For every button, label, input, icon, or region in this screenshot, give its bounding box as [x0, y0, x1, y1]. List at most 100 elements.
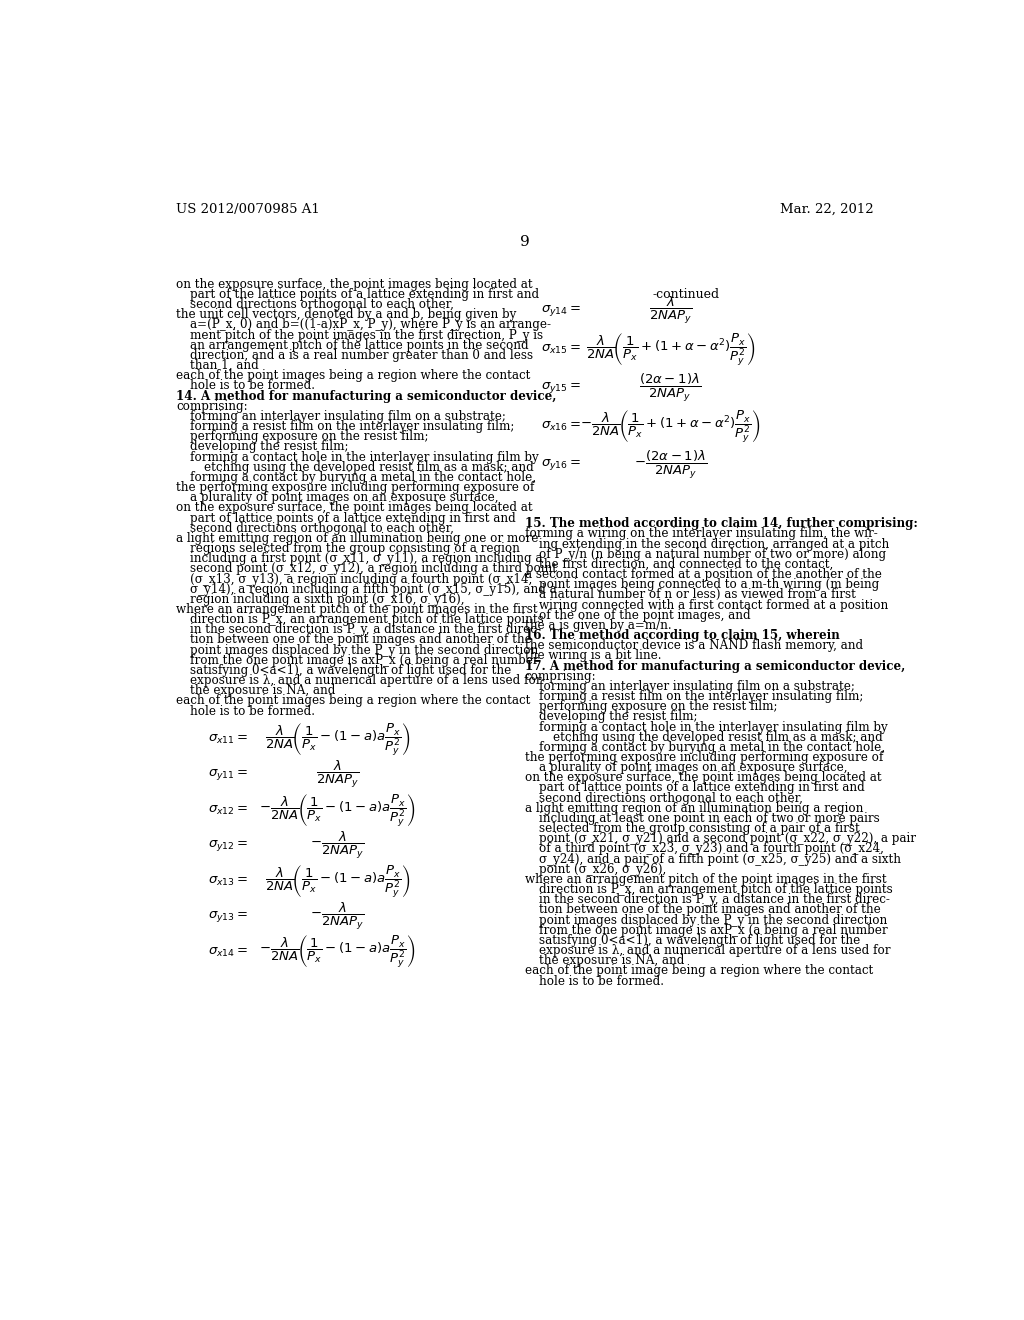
Text: 9: 9 — [520, 235, 529, 249]
Text: $\dfrac{\lambda}{2NA}\!\left(\dfrac{1}{P_x} - (1-a)a\dfrac{P_x}{P_y^2}\right)$: $\dfrac{\lambda}{2NA}\!\left(\dfrac{1}{P… — [264, 863, 410, 899]
Text: forming a resist film on the interlayer insulating film;: forming a resist film on the interlayer … — [539, 690, 863, 704]
Text: a light emitting region of an illumination being one or more: a light emitting region of an illuminati… — [176, 532, 539, 545]
Text: hole is to be formed.: hole is to be formed. — [190, 705, 315, 718]
Text: point (σ_x26, σ_y26),: point (σ_x26, σ_y26), — [539, 863, 666, 875]
Text: forming a resist film on the interlayer insulating film;: forming a resist film on the interlayer … — [190, 420, 514, 433]
Text: direction is P_x, an arrangement pitch of the lattice points: direction is P_x, an arrangement pitch o… — [190, 614, 544, 626]
Text: where an arrangement pitch of the point images in the first: where an arrangement pitch of the point … — [176, 603, 538, 616]
Text: performing exposure on the resist film;: performing exposure on the resist film; — [190, 430, 428, 444]
Text: a second contact formed at a position of the another of the: a second contact formed at a position of… — [524, 568, 882, 581]
Text: each of the point image being a region where the contact: each of the point image being a region w… — [524, 965, 873, 977]
Text: $\sigma_{y13} =$: $\sigma_{y13} =$ — [208, 909, 248, 924]
Text: 15. The method according to claim 14, further comprising:: 15. The method according to claim 14, fu… — [524, 517, 918, 531]
Text: an arrangement pitch of the lattice points in the second: an arrangement pitch of the lattice poin… — [190, 339, 528, 351]
Text: a plurality of point images on an exposure surface,: a plurality of point images on an exposu… — [539, 762, 847, 774]
Text: forming a contact by burying a metal in the contact hole,: forming a contact by burying a metal in … — [190, 471, 536, 484]
Text: second directions orthogonal to each other,: second directions orthogonal to each oth… — [539, 792, 803, 805]
Text: $\dfrac{\lambda}{2NAP_y}$: $\dfrac{\lambda}{2NAP_y}$ — [315, 759, 358, 791]
Text: the first direction, and connected to the contact,: the first direction, and connected to th… — [539, 558, 833, 570]
Text: part of lattice points of a lattice extending in first and: part of lattice points of a lattice exte… — [539, 781, 864, 795]
Text: forming an interlayer insulating film on a substrate;: forming an interlayer insulating film on… — [190, 411, 506, 422]
Text: hole is to be formed.: hole is to be formed. — [539, 974, 664, 987]
Text: point images displaced by the P_y in the second direction: point images displaced by the P_y in the… — [539, 913, 887, 927]
Text: tion between one of the point images and another of the: tion between one of the point images and… — [539, 903, 881, 916]
Text: performing exposure on the resist film;: performing exposure on the resist film; — [539, 700, 777, 713]
Text: forming a contact hole in the interlayer insulating film by: forming a contact hole in the interlayer… — [539, 721, 888, 734]
Text: $\dfrac{\lambda}{2NA}\!\left(\dfrac{1}{P_x} - (1-a)a\dfrac{P_x}{P_y^2}\right)$: $\dfrac{\lambda}{2NA}\!\left(\dfrac{1}{P… — [264, 721, 410, 758]
Text: comprising:: comprising: — [176, 400, 248, 413]
Text: including at least one point in each of two or more pairs: including at least one point in each of … — [539, 812, 880, 825]
Text: ment pitch of the point images in the first direction, P_y is: ment pitch of the point images in the fi… — [190, 329, 543, 342]
Text: 14. A method for manufacturing a semiconductor device,: 14. A method for manufacturing a semicon… — [176, 389, 556, 403]
Text: the exposure is NA, and: the exposure is NA, and — [190, 684, 336, 697]
Text: 16. The method according to claim 15, wherein: 16. The method according to claim 15, wh… — [524, 630, 840, 642]
Text: tion between one of the point images and another of the: tion between one of the point images and… — [190, 634, 531, 647]
Text: σ_y24), and a pair of a fifth point (σ_x25, σ_y25) and a sixth: σ_y24), and a pair of a fifth point (σ_x… — [539, 853, 901, 866]
Text: where an arrangement pitch of the point images in the first: where an arrangement pitch of the point … — [524, 873, 887, 886]
Text: in the second direction is P_y, a distance in the first direc-: in the second direction is P_y, a distan… — [190, 623, 541, 636]
Text: second directions orthogonal to each other,: second directions orthogonal to each oth… — [190, 298, 454, 312]
Text: on the exposure surface, the point images being located at: on the exposure surface, the point image… — [524, 771, 882, 784]
Text: exposure is λ, and a numerical aperture of a lens used for: exposure is λ, and a numerical aperture … — [539, 944, 890, 957]
Text: a plurality of point images on an exposure surface,: a plurality of point images on an exposu… — [190, 491, 499, 504]
Text: exposure is λ, and a numerical aperture of a lens used for: exposure is λ, and a numerical aperture … — [190, 675, 542, 688]
Text: $\dfrac{(2\alpha-1)\lambda}{2NAP_y}$: $\dfrac{(2\alpha-1)\lambda}{2NAP_y}$ — [639, 372, 701, 404]
Text: a natural number of n or less) as viewed from a first: a natural number of n or less) as viewed… — [539, 589, 856, 602]
Text: $\sigma_{x12} =$: $\sigma_{x12} =$ — [208, 804, 248, 817]
Text: the a is given by a=m/n.: the a is given by a=m/n. — [524, 619, 672, 632]
Text: second directions orthogonal to each other,: second directions orthogonal to each oth… — [190, 521, 454, 535]
Text: region including a sixth point (σ_x16, σ_y16),: region including a sixth point (σ_x16, σ… — [190, 593, 465, 606]
Text: σ_y14), a region including a fifth point (σ_x15, σ_y15), and a: σ_y14), a region including a fifth point… — [190, 582, 557, 595]
Text: regions selected from the group consisting of a region: regions selected from the group consisti… — [190, 543, 520, 554]
Text: second point (σ_x12, σ_y12), a region including a third point: second point (σ_x12, σ_y12), a region in… — [190, 562, 557, 576]
Text: ing extending in the second direction, arranged at a pitch: ing extending in the second direction, a… — [539, 537, 889, 550]
Text: direction, and a is a real number greater than 0 and less: direction, and a is a real number greate… — [190, 348, 534, 362]
Text: hole is to be formed.: hole is to be formed. — [190, 379, 315, 392]
Text: comprising:: comprising: — [524, 669, 596, 682]
Text: of P_y/n (n being a natural number of two or more) along: of P_y/n (n being a natural number of tw… — [539, 548, 886, 561]
Text: point images displaced by the P_y in the second direction: point images displaced by the P_y in the… — [190, 644, 539, 656]
Text: of the one of the point images, and: of the one of the point images, and — [539, 609, 751, 622]
Text: Mar. 22, 2012: Mar. 22, 2012 — [780, 203, 873, 216]
Text: each of the point images being a region where the contact: each of the point images being a region … — [176, 694, 530, 708]
Text: $\sigma_{y14} =$: $\sigma_{y14} =$ — [541, 304, 582, 318]
Text: in the second direction is P_y, a distance in the first direc-: in the second direction is P_y, a distan… — [539, 894, 890, 907]
Text: developing the resist film;: developing the resist film; — [190, 441, 348, 453]
Text: on the exposure surface, the point images being located at: on the exposure surface, the point image… — [176, 502, 532, 515]
Text: a light emitting region of an illumination being a region: a light emitting region of an illuminati… — [524, 801, 863, 814]
Text: of a third point (σ_x23, σ_y23) and a fourth point (σ_x24,: of a third point (σ_x23, σ_y23) and a fo… — [539, 842, 884, 855]
Text: direction is P_x, an arrangement pitch of the lattice points: direction is P_x, an arrangement pitch o… — [539, 883, 893, 896]
Text: 17. A method for manufacturing a semiconductor device,: 17. A method for manufacturing a semicon… — [524, 660, 905, 672]
Text: the semiconductor device is a NAND flash memory, and: the semiconductor device is a NAND flash… — [524, 639, 863, 652]
Text: from the one point image is axP_x (a being a real number: from the one point image is axP_x (a bei… — [539, 924, 888, 937]
Text: selected from the group consisting of a pair of a first: selected from the group consisting of a … — [539, 822, 859, 836]
Text: $\dfrac{\lambda}{2NA}\!\left(\dfrac{1}{P_x} + (1+\alpha-\alpha^2)\dfrac{P_x}{P_y: $\dfrac{\lambda}{2NA}\!\left(\dfrac{1}{P… — [586, 331, 756, 368]
Text: $\sigma_{x11} =$: $\sigma_{x11} =$ — [208, 733, 248, 746]
Text: the unit cell vectors, denoted by a and b, being given by: the unit cell vectors, denoted by a and … — [176, 309, 516, 321]
Text: $-\dfrac{\lambda}{2NA}\!\left(\dfrac{1}{P_x} - (1-a)a\dfrac{P_x}{P_y^2}\right)$: $-\dfrac{\lambda}{2NA}\!\left(\dfrac{1}{… — [259, 933, 416, 970]
Text: the performing exposure including performing exposure of: the performing exposure including perfor… — [176, 480, 535, 494]
Text: $\sigma_{y15} =$: $\sigma_{y15} =$ — [541, 380, 582, 396]
Text: $\sigma_{y11} =$: $\sigma_{y11} =$ — [208, 767, 248, 783]
Text: $\sigma_{x16} =$: $\sigma_{x16} =$ — [541, 420, 582, 433]
Text: forming a contact by burying a metal in the contact hole,: forming a contact by burying a metal in … — [539, 741, 885, 754]
Text: $\sigma_{y16} =$: $\sigma_{y16} =$ — [541, 457, 582, 473]
Text: each of the point images being a region where the contact: each of the point images being a region … — [176, 370, 530, 383]
Text: $-\dfrac{\lambda}{2NA}\!\left(\dfrac{1}{P_x} + (1+\alpha-\alpha^2)\dfrac{P_x}{P_: $-\dfrac{\lambda}{2NA}\!\left(\dfrac{1}{… — [581, 408, 761, 445]
Text: -continued: -continued — [652, 288, 720, 301]
Text: than 1, and: than 1, and — [190, 359, 259, 372]
Text: the performing exposure including performing exposure of: the performing exposure including perfor… — [524, 751, 883, 764]
Text: point images being connected to a m-th wiring (m being: point images being connected to a m-th w… — [539, 578, 879, 591]
Text: forming an interlayer insulating film on a substrate;: forming an interlayer insulating film on… — [539, 680, 855, 693]
Text: from the one point image is axP_x (a being a real number: from the one point image is axP_x (a bei… — [190, 653, 539, 667]
Text: developing the resist film;: developing the resist film; — [539, 710, 697, 723]
Text: the wiring is a bit line.: the wiring is a bit line. — [524, 649, 662, 663]
Text: $\sigma_{x14} =$: $\sigma_{x14} =$ — [208, 945, 248, 958]
Text: a=(P_x, 0) and b=((1-a)xP_x, P_y), where P_y is an arrange-: a=(P_x, 0) and b=((1-a)xP_x, P_y), where… — [190, 318, 551, 331]
Text: $\sigma_{x15} =$: $\sigma_{x15} =$ — [541, 343, 582, 356]
Text: on the exposure surface, the point images being located at: on the exposure surface, the point image… — [176, 277, 532, 290]
Text: wiring connected with a first contact formed at a position: wiring connected with a first contact fo… — [539, 598, 888, 611]
Text: point (σ_x21, σ_y21) and a second point (σ_x22, σ_y22), a pair: point (σ_x21, σ_y21) and a second point … — [539, 833, 915, 845]
Text: the exposure is NA, and: the exposure is NA, and — [539, 954, 684, 968]
Text: satisfying 0<a<1), a wavelength of light used for the: satisfying 0<a<1), a wavelength of light… — [190, 664, 511, 677]
